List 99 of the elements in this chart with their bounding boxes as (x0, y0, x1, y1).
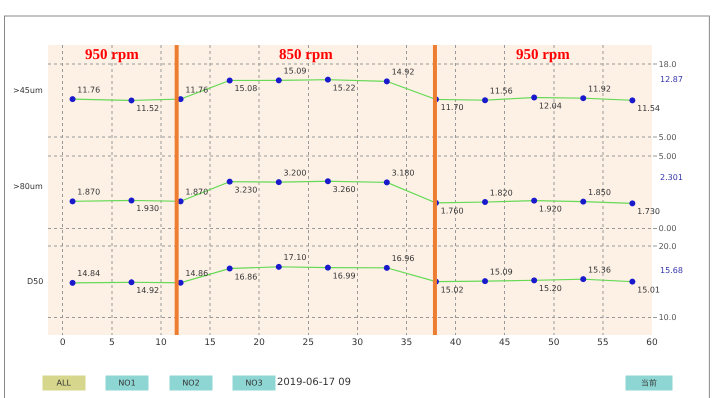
point (226, 77, 233, 84)
data-label: 16.99 (332, 271, 356, 280)
x-tick-label: 25 (302, 338, 314, 348)
data-label: 16.86 (234, 272, 258, 282)
point (629, 97, 636, 104)
point (580, 198, 586, 205)
point (128, 279, 134, 286)
y-tick-label: 10.0 (658, 313, 676, 322)
data-label: 15.22 (332, 83, 356, 92)
x-tick-label: 55 (597, 338, 609, 348)
data-label: 3.230 (234, 185, 258, 194)
point (70, 280, 76, 286)
point (226, 266, 233, 272)
x-tick-label: 15 (204, 338, 216, 348)
text: ALL (56, 378, 72, 388)
point (226, 178, 233, 185)
x-tick-label: 10 (155, 338, 167, 348)
data-label: 3.180 (392, 168, 414, 178)
x-tick-label: 0 (60, 338, 66, 348)
data-label: 17.10 (284, 253, 306, 262)
data-label: 15.36 (588, 265, 611, 274)
point (384, 78, 390, 84)
point (531, 94, 538, 101)
data-label: 14.92 (392, 68, 414, 77)
point (482, 278, 488, 284)
point (580, 95, 586, 102)
point (580, 276, 586, 282)
y-axis-title: >80um (13, 182, 43, 191)
text: 2019-06-17 09 (277, 377, 352, 388)
x-tick-label: 20 (253, 338, 266, 348)
text: NO3 (245, 378, 263, 388)
y-tick-label: 5.00 (658, 132, 676, 142)
data-label: 15.01 (637, 285, 660, 294)
text: 2.301 (660, 173, 683, 182)
data-label: 14.92 (136, 286, 160, 296)
data-label: 1.920 (538, 204, 562, 214)
point (482, 199, 488, 206)
text: NO2 (182, 378, 200, 388)
x-tick-label: 30 (352, 338, 364, 348)
annotation: 950 rpm (516, 47, 570, 63)
data-label: 16.96 (392, 254, 414, 264)
y-tick-label: 20.0 (658, 242, 676, 252)
annotation: 850 rpm (279, 47, 334, 63)
text: NO1 (118, 378, 136, 388)
y-tick-label: 5.00 (658, 152, 676, 161)
y-tick-label: 0.00 (658, 224, 676, 234)
y-tick-label: 18.0 (658, 60, 676, 69)
data-label: 1.760 (440, 206, 464, 216)
point (482, 97, 488, 104)
point (324, 76, 331, 83)
point (324, 178, 331, 184)
data-label: 1.930 (136, 204, 160, 214)
data-label: 15.20 (538, 284, 562, 294)
data-label: 1.730 (637, 207, 660, 216)
data-label: 11.56 (490, 86, 513, 96)
point (629, 278, 636, 285)
x-tick-label: 60 (646, 338, 658, 348)
data-label: 15.08 (234, 84, 258, 94)
point (531, 198, 538, 204)
annotation: 950 rpm (85, 47, 140, 63)
data-label: 14.86 (185, 268, 208, 278)
data-label: 1.850 (588, 188, 611, 197)
x-tick-label: 45 (498, 338, 510, 348)
data-label: 11.52 (136, 104, 160, 114)
data-label: 3.260 (332, 184, 356, 194)
y-axis-title: >45um (13, 86, 43, 95)
data-label: 11.92 (588, 84, 611, 94)
point (384, 179, 390, 186)
data-label: 12.04 (538, 101, 562, 110)
text: 15.68 (660, 266, 683, 275)
point (276, 179, 282, 186)
x-tick-label: 50 (548, 338, 560, 348)
data-label: 15.09 (284, 66, 306, 76)
data-label: 3.200 (284, 168, 306, 178)
data-label: 11.54 (637, 104, 660, 114)
data-label: 15.09 (490, 267, 513, 276)
data-label: 14.84 (77, 269, 100, 278)
point (276, 77, 282, 84)
point (384, 264, 390, 271)
data-label: 1.820 (490, 188, 513, 198)
data-label: 11.76 (77, 85, 100, 94)
point (128, 97, 134, 104)
x-tick-label: 35 (400, 338, 412, 348)
point (70, 198, 76, 204)
point (629, 200, 636, 206)
data-label: 15.02 (440, 285, 464, 294)
y-axis-title: D50 (27, 277, 44, 286)
point (70, 96, 76, 102)
text: 12.87 (660, 75, 683, 84)
text: 当前 (641, 378, 657, 388)
x-tick-label: 40 (450, 338, 462, 348)
point (276, 264, 282, 270)
point (128, 197, 134, 204)
data-label: 11.76 (185, 85, 208, 94)
data-label: 1.870 (77, 188, 100, 197)
point (531, 277, 538, 284)
data-label: 11.70 (440, 103, 464, 112)
point (324, 264, 331, 271)
x-tick-label: 5 (108, 338, 115, 348)
